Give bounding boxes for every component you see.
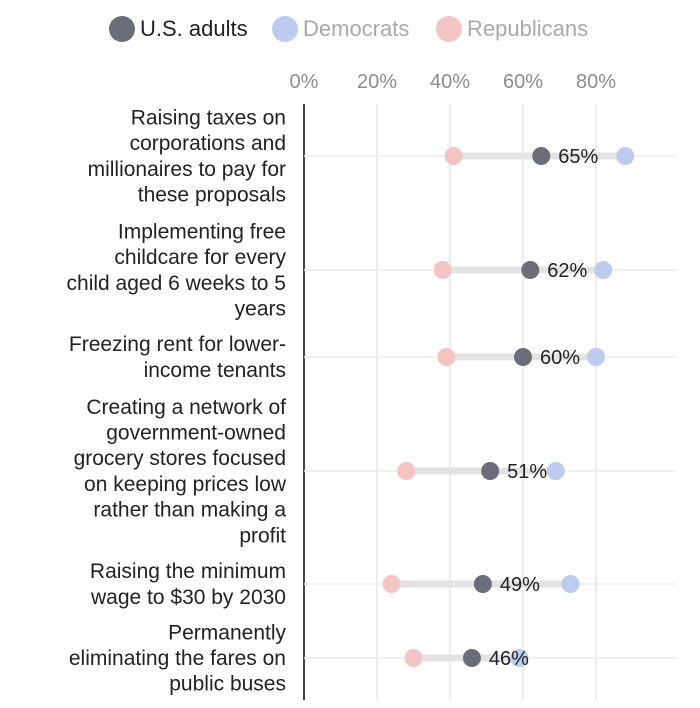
chart-row: 65% Raising taxes on corporations and milli… bbox=[88, 106, 676, 207]
data-label: 65% bbox=[558, 146, 598, 168]
category-label: Implementing free childcare for every chil… bbox=[67, 220, 287, 320]
chart-row: 60% Freezing rent for lower-income tenant… bbox=[69, 333, 676, 382]
republicans-dot bbox=[433, 261, 452, 279]
legend-swatch-0 bbox=[109, 16, 135, 42]
democrats-dot bbox=[510, 649, 529, 667]
republicans-dot bbox=[404, 649, 423, 667]
x-tick-label: 20% bbox=[357, 71, 397, 93]
data-label: 51% bbox=[507, 461, 547, 483]
category-label-line: Implementing free bbox=[118, 220, 286, 243]
x-tick-label: 80% bbox=[576, 71, 616, 93]
republicans-dot bbox=[437, 348, 456, 366]
category-label: Raising the minimum wage to $30 by 2030 bbox=[90, 560, 286, 609]
category-label-line: wage to $30 by 2030 bbox=[90, 586, 286, 609]
category-label-line: on keeping prices low bbox=[84, 473, 287, 496]
category-label-line: profit bbox=[239, 524, 286, 547]
data-label: 49% bbox=[500, 574, 540, 596]
category-label-line: public buses bbox=[169, 673, 286, 696]
category-label: Raising taxes on corporations and milliona… bbox=[88, 106, 286, 206]
legend-label-0: U.S. adults bbox=[140, 16, 248, 41]
data-label: 46% bbox=[489, 648, 529, 670]
x-tick-label: 40% bbox=[430, 71, 470, 93]
democrats-dot bbox=[594, 261, 613, 279]
category-label-line: corporations and bbox=[130, 132, 286, 155]
us-adults-dot bbox=[521, 261, 540, 279]
us-adults-dot bbox=[473, 575, 492, 593]
democrats-dot bbox=[561, 575, 580, 593]
legend: U.S. adults Democrats Republicans bbox=[109, 16, 588, 42]
us-adults-dot bbox=[514, 348, 532, 366]
category-label-line: rather than making a bbox=[93, 499, 286, 522]
republicans-dot bbox=[382, 575, 401, 593]
x-axis-ticks: 0% 20% 40% 60% 80% bbox=[290, 71, 617, 93]
category-label-line: millionaires to pay for bbox=[88, 158, 286, 181]
legend-label-1: Democrats bbox=[303, 16, 409, 41]
category-label-line: Permanently bbox=[168, 621, 286, 644]
chart-row: 49% Raising the minimum wage to $30 by 203… bbox=[90, 560, 676, 609]
category-label-line: child aged 6 weeks to 5 bbox=[67, 272, 286, 295]
category-label-line: eliminating the fares on bbox=[69, 647, 286, 670]
category-label: Freezing rent for lower-income tenants bbox=[69, 333, 286, 382]
category-label-line: these proposals bbox=[138, 184, 286, 207]
category-label-line: Creating a network of bbox=[86, 396, 286, 419]
republicans-dot bbox=[444, 147, 463, 165]
category-label: Creating a network of government-owned gro… bbox=[74, 396, 287, 548]
x-tick-label: 0% bbox=[290, 71, 319, 93]
chart-row: 46% Permanently eliminating the fares on pu… bbox=[69, 621, 676, 696]
democrats-dot bbox=[616, 147, 635, 165]
legend-label-2: Republicans bbox=[467, 16, 588, 41]
category-label-line: childcare for every bbox=[114, 246, 286, 269]
category-label-line: Raising the minimum bbox=[90, 560, 286, 583]
category-label-line: government-owned bbox=[106, 421, 286, 444]
chart-row: 51% Creating a network of government-owned… bbox=[74, 396, 676, 548]
category-label: Permanently eliminating the fares on publi… bbox=[69, 621, 287, 695]
category-label-line: Freezing rent for lower- bbox=[69, 333, 286, 356]
chart-row: 62% Implementing free childcare for every c… bbox=[67, 220, 676, 321]
us-adults-dot bbox=[462, 649, 481, 667]
category-label-line: income tenants bbox=[144, 359, 286, 382]
legend-swatch-1 bbox=[272, 16, 298, 42]
category-label-line: years bbox=[235, 298, 286, 321]
democrats-dot bbox=[587, 348, 605, 366]
data-label: 62% bbox=[547, 260, 587, 282]
legend-swatch-2 bbox=[436, 16, 462, 42]
category-label-line: grocery stores focused bbox=[74, 447, 286, 470]
chart-rows: 65% Raising taxes on corporations and milli… bbox=[67, 106, 676, 696]
us-adults-dot bbox=[481, 462, 500, 480]
us-adults-dot bbox=[532, 147, 551, 165]
x-tick-label: 60% bbox=[503, 71, 543, 93]
republicans-dot bbox=[397, 462, 416, 480]
democrats-dot bbox=[546, 462, 565, 480]
data-label: 60% bbox=[540, 347, 580, 369]
category-label-line: Raising taxes on bbox=[131, 106, 286, 129]
gridlines bbox=[303, 104, 597, 700]
